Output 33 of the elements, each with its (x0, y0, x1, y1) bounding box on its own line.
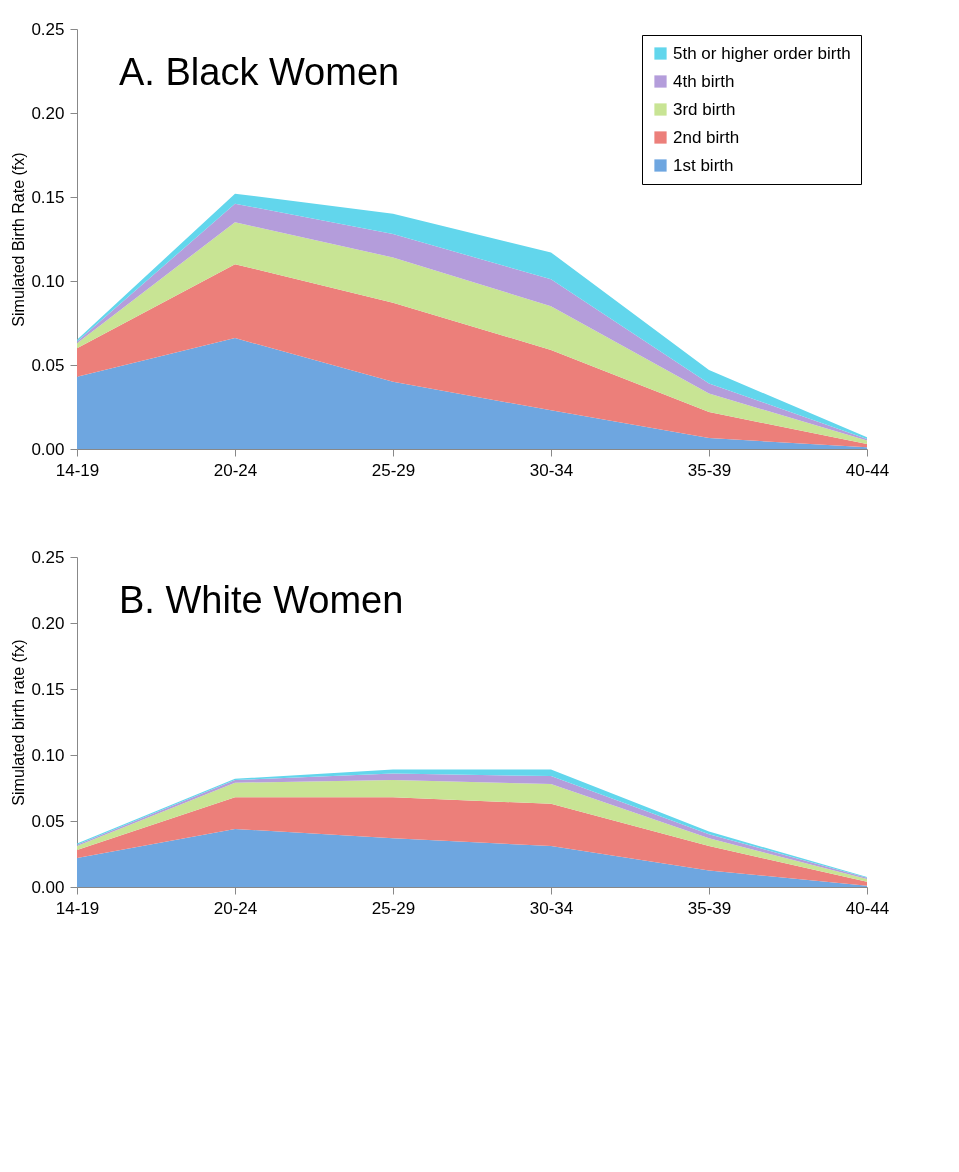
legend-label: 3rd birth (673, 99, 736, 119)
x-tick-label: 25-29 (371, 898, 416, 918)
x-tick-label: 14-19 (55, 898, 100, 918)
y-tick-label: 0.20 (31, 613, 65, 633)
y-tick-label: 0.00 (31, 877, 65, 897)
x-tick-label: 30-34 (529, 898, 574, 918)
x-tick-label: 35-39 (687, 460, 732, 480)
legend-label: 4th birth (673, 71, 735, 91)
text: A. Black Women (119, 51, 400, 93)
x-tick-label: 20-24 (213, 460, 258, 480)
x-tick-label: 35-39 (687, 898, 732, 918)
y-tick-label: 0.25 (31, 19, 65, 39)
y-axis-title: Simulated Birth Rate (fx) (10, 152, 28, 327)
legend-label: 5th or higher order birth (673, 43, 851, 63)
x-tick-label: 20-24 (213, 898, 258, 918)
y-tick-label: 0.10 (31, 745, 65, 765)
y-tick-label: 0.05 (31, 355, 65, 375)
x-tick-label: 25-29 (371, 460, 416, 480)
y-tick-label: 0.25 (31, 547, 65, 567)
legend-label: 2nd birth (673, 127, 740, 147)
y-tick-label: 0.15 (31, 679, 65, 699)
legend-label: 1st birth (673, 155, 734, 175)
y-tick-label: 0.00 (31, 439, 65, 459)
y-axis-title: Simulated birth rate (fx) (10, 639, 28, 806)
x-tick-label: 40-44 (845, 460, 890, 480)
x-tick-label: 40-44 (845, 898, 890, 918)
x-tick-label: 30-34 (529, 460, 574, 480)
y-tick-label: 0.20 (31, 103, 65, 123)
y-tick-label: 0.15 (31, 187, 65, 207)
x-tick-label: 14-19 (55, 460, 100, 480)
y-tick-label: 0.05 (31, 811, 65, 831)
text: B. White Women (119, 579, 404, 621)
y-tick-label: 0.10 (31, 271, 65, 291)
